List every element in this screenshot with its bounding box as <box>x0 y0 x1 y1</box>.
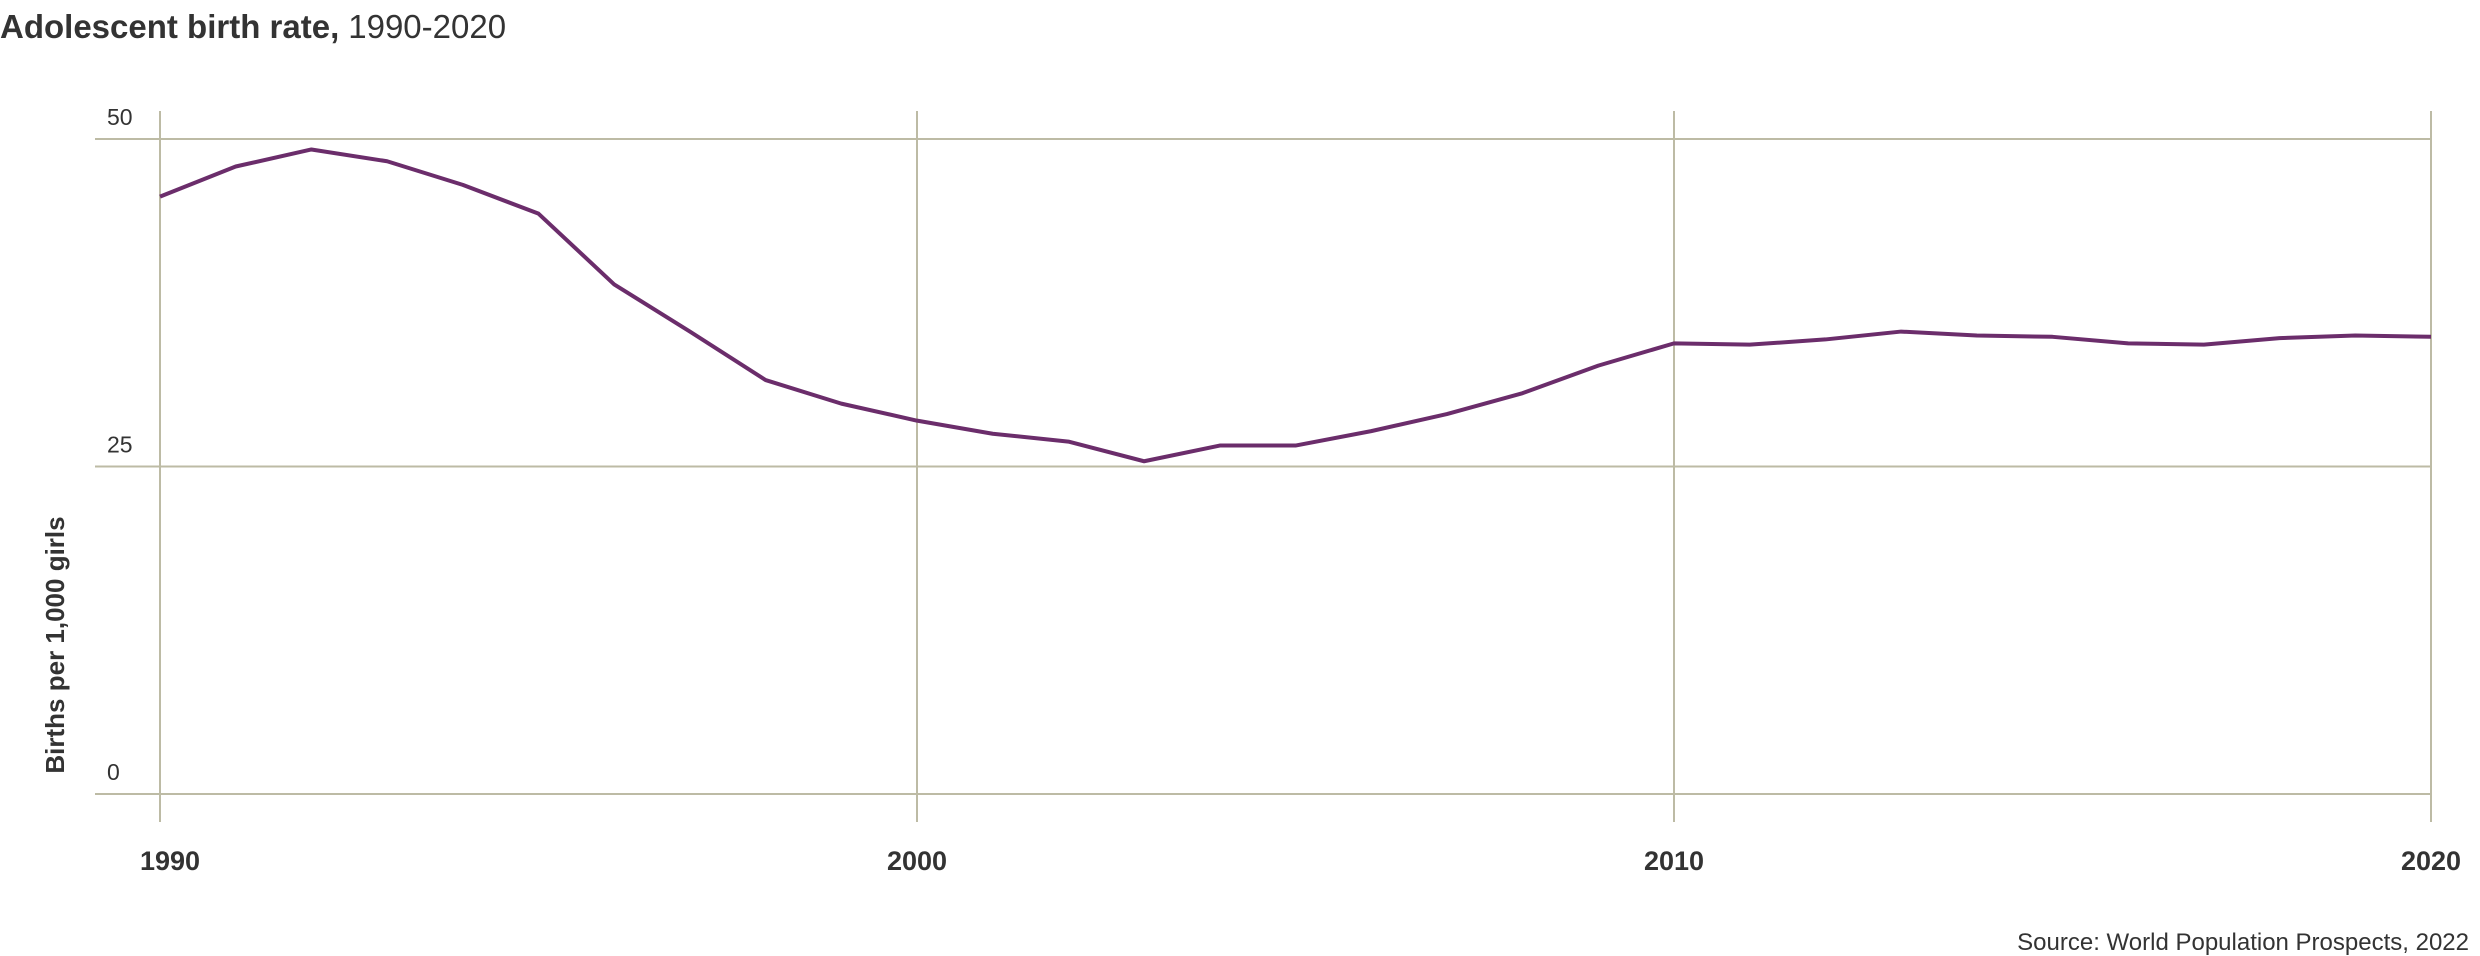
x-tick-label: 2010 <box>1644 846 1704 876</box>
chart-title: Adolescent birth rate, <box>0 8 339 45</box>
x-tick-label: 2000 <box>887 846 947 876</box>
y-tick-label: 0 <box>107 759 120 785</box>
y-tick-label: 50 <box>107 104 133 130</box>
data-line <box>159 147 2432 464</box>
y-axis-label: Births per 1,000 girls <box>40 516 70 773</box>
chart-subtitle: 1990-2020 <box>348 8 506 45</box>
x-tick-label: 1990 <box>140 846 200 876</box>
chart-title-group: Adolescent birth rate, 1990-2020 <box>0 8 506 45</box>
source-note: Source: World Population Prospects, 2022 <box>2017 929 2469 956</box>
y-tick-label: 25 <box>107 432 133 458</box>
x-tick-label: 2020 <box>2401 846 2461 876</box>
